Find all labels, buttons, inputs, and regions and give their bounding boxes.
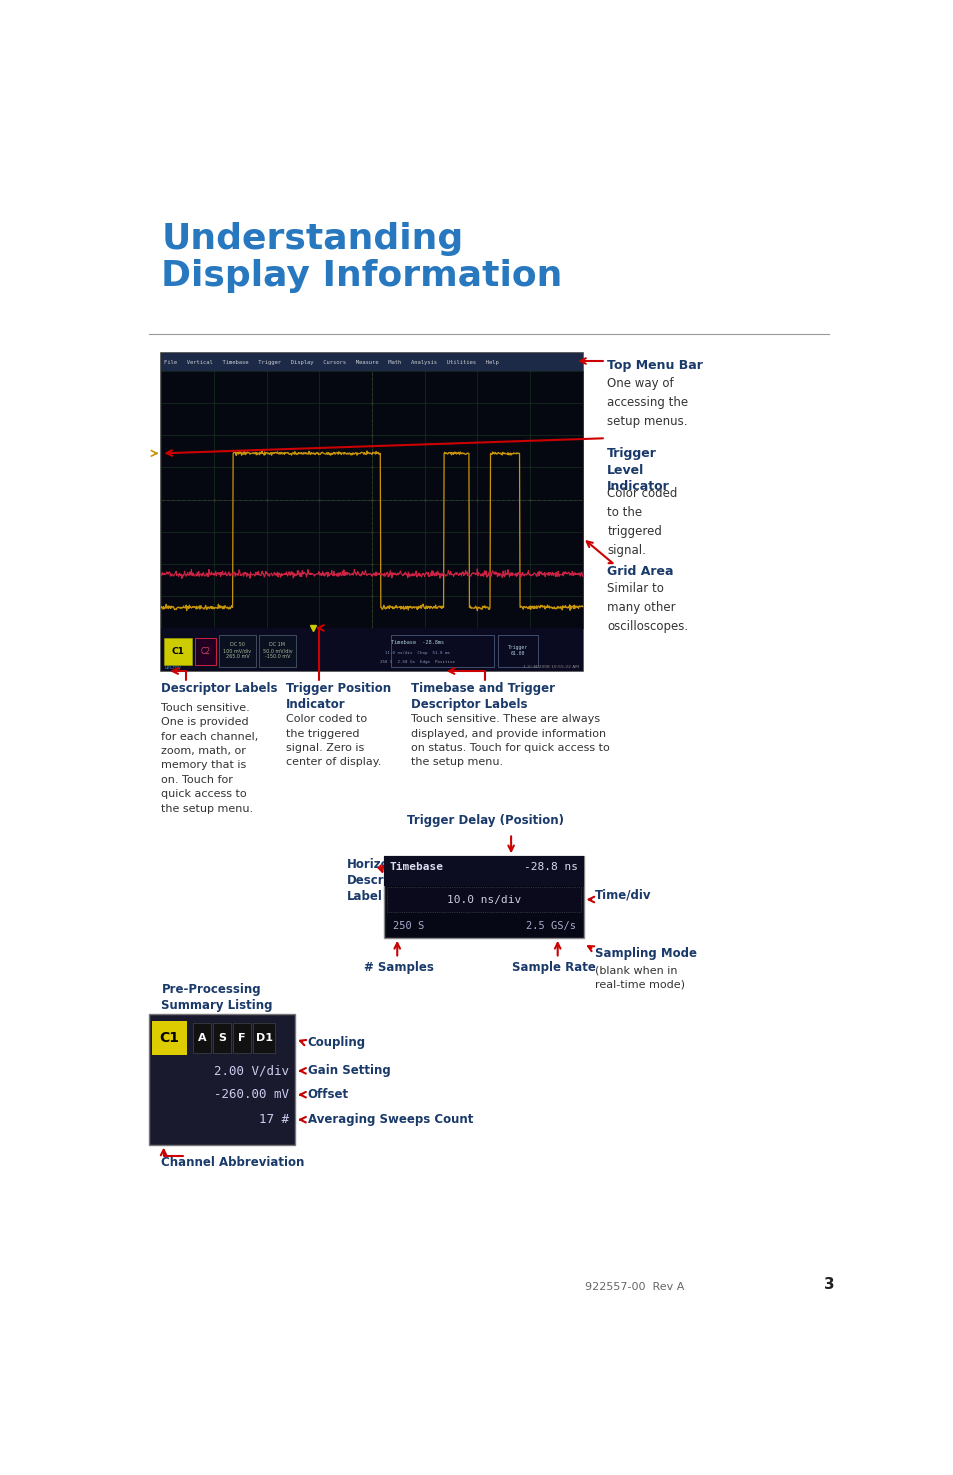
Text: Pre-Processing
Summary Listing: Pre-Processing Summary Listing	[161, 984, 273, 1012]
Text: C1: C1	[159, 1031, 179, 1044]
FancyBboxPatch shape	[161, 372, 582, 628]
Text: 17 #: 17 #	[259, 1114, 289, 1127]
Text: Similar to
many other
oscilloscopes.: Similar to many other oscilloscopes.	[606, 583, 688, 633]
Text: A: A	[197, 1032, 206, 1043]
Text: Trigger Delay (Position): Trigger Delay (Position)	[406, 814, 563, 826]
Text: Touch sensitive. These are always
displayed, and provide information
on status. : Touch sensitive. These are always displa…	[411, 714, 609, 767]
Text: DC 50
100 mV/div
265.0 mV: DC 50 100 mV/div 265.0 mV	[223, 642, 252, 659]
Text: Touch sensitive.
One is provided
for each channel,
zoom, math, or
memory that is: Touch sensitive. One is provided for eac…	[161, 704, 258, 814]
FancyBboxPatch shape	[161, 353, 582, 372]
Text: 2.00 V/div: 2.00 V/div	[214, 1065, 289, 1077]
Text: Timebase and Trigger
Descriptor Labels: Timebase and Trigger Descriptor Labels	[411, 683, 555, 711]
Text: 250 C  2.50 Gs  Edge  Positive: 250 C 2.50 Gs Edge Positive	[379, 659, 455, 664]
Text: Trigger
61.00: Trigger 61.00	[507, 645, 527, 656]
FancyBboxPatch shape	[193, 1024, 211, 1053]
Text: Horizontal
Descriptor
Label: Horizontal Descriptor Label	[347, 858, 416, 904]
Text: Coupling: Coupling	[308, 1035, 366, 1049]
Text: Trigger
Level
Indicator: Trigger Level Indicator	[606, 447, 669, 493]
Text: F: F	[238, 1032, 246, 1043]
Text: C1: C1	[172, 648, 185, 656]
Text: Color coded to
the triggered
signal. Zero is
center of display.: Color coded to the triggered signal. Zer…	[285, 714, 380, 767]
Text: 250 S: 250 S	[393, 922, 424, 931]
FancyBboxPatch shape	[383, 855, 583, 938]
Text: LeCroy: LeCroy	[164, 665, 181, 670]
Text: Understanding: Understanding	[161, 223, 463, 257]
Text: Timebase: Timebase	[390, 861, 443, 872]
Text: Offset: Offset	[308, 1089, 349, 1102]
Text: Timebase  -28.8ms: Timebase -28.8ms	[390, 640, 443, 645]
Text: 11.0 ns/div  Chop  51.0 ms: 11.0 ns/div Chop 51.0 ms	[384, 650, 449, 655]
Text: D1: D1	[255, 1032, 273, 1043]
Text: -28.8 ns: -28.8 ns	[523, 861, 577, 872]
Text: # Samples: # Samples	[363, 960, 434, 974]
FancyBboxPatch shape	[161, 353, 582, 671]
FancyBboxPatch shape	[164, 639, 193, 665]
FancyBboxPatch shape	[219, 634, 255, 667]
FancyBboxPatch shape	[383, 855, 583, 885]
Text: (summarizes changes
from default states): (summarizes changes from default states)	[161, 1015, 284, 1040]
Text: Top Menu Bar: Top Menu Bar	[606, 358, 702, 372]
Text: 3: 3	[822, 1277, 834, 1292]
Text: Sampling Mode: Sampling Mode	[594, 947, 696, 960]
Text: DC 1M
50.0 mV/div
-150.0 mV: DC 1M 50.0 mV/div -150.0 mV	[262, 642, 292, 659]
Text: Sample Rate: Sample Rate	[512, 960, 596, 974]
Text: C2: C2	[200, 648, 211, 656]
FancyBboxPatch shape	[213, 1024, 231, 1053]
Text: Time/div: Time/div	[594, 889, 651, 901]
FancyBboxPatch shape	[497, 634, 537, 667]
Text: Averaging Sweeps Count: Averaging Sweeps Count	[308, 1114, 473, 1127]
Text: 922557-00  Rev A: 922557-00 Rev A	[584, 1282, 683, 1292]
Text: -260.00 mV: -260.00 mV	[214, 1089, 289, 1102]
Text: Trigger Position
Indicator: Trigger Position Indicator	[285, 683, 391, 711]
FancyBboxPatch shape	[390, 634, 494, 667]
FancyBboxPatch shape	[195, 639, 216, 665]
FancyBboxPatch shape	[152, 1021, 187, 1055]
Text: File   Vertical   Timebase   Trigger   Display   Cursors   Measure   Math   Anal: File Vertical Timebase Trigger Display C…	[164, 360, 498, 364]
Text: Grid Area: Grid Area	[606, 565, 673, 578]
Text: 1.2° M/2008 10:55:22 AM: 1.2° M/2008 10:55:22 AM	[522, 665, 578, 668]
Text: Channel Abbreviation: Channel Abbreviation	[161, 1156, 304, 1170]
Text: One way of
accessing the
setup menus.: One way of accessing the setup menus.	[606, 378, 688, 428]
FancyBboxPatch shape	[387, 888, 580, 912]
FancyBboxPatch shape	[258, 634, 295, 667]
Text: S: S	[218, 1032, 226, 1043]
Text: Gain Setting: Gain Setting	[308, 1065, 390, 1077]
FancyBboxPatch shape	[233, 1024, 251, 1053]
Text: 10.0 ns/div: 10.0 ns/div	[446, 894, 520, 904]
Text: Display Information: Display Information	[161, 258, 562, 292]
Text: (blank when in
real-time mode): (blank when in real-time mode)	[594, 965, 684, 990]
Text: 2.5 GS/s: 2.5 GS/s	[526, 922, 576, 931]
FancyBboxPatch shape	[161, 628, 582, 671]
Text: Color coded
to the
triggered
signal.: Color coded to the triggered signal.	[606, 487, 677, 558]
Text: Descriptor Labels: Descriptor Labels	[161, 683, 277, 695]
FancyBboxPatch shape	[149, 1013, 294, 1145]
FancyBboxPatch shape	[253, 1024, 275, 1053]
